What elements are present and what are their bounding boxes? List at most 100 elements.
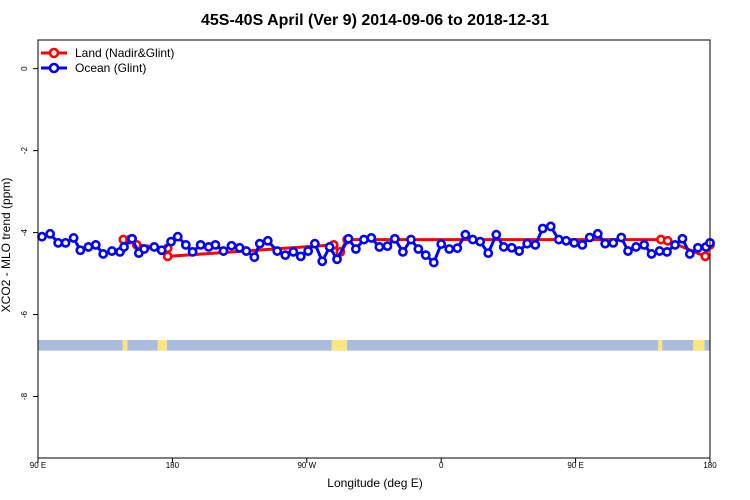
land-segment: [331, 339, 348, 351]
data-point: [592, 228, 603, 239]
data-point: [413, 244, 424, 254]
land-segment: [658, 339, 663, 351]
data-point: [241, 246, 252, 256]
data-point: [553, 234, 564, 245]
legend-item: Land (Nadir&Glint): [41, 46, 174, 60]
data-point: [166, 236, 176, 247]
x-tick-label: 0: [439, 461, 444, 470]
data-point: [684, 249, 695, 259]
data-point: [262, 235, 273, 246]
data-point: [280, 250, 291, 261]
data-point: [162, 251, 173, 262]
data-point: [45, 228, 55, 239]
data-point: [332, 254, 342, 265]
data-point: [98, 249, 109, 259]
y-tick-label: -2: [20, 147, 29, 155]
data-point: [350, 244, 361, 254]
data-point: [119, 242, 129, 252]
legend-label: Ocean (Glint): [75, 61, 146, 75]
data-point: [600, 238, 611, 249]
data-point: [288, 246, 299, 257]
data-point: [561, 235, 572, 246]
data-point: [60, 237, 71, 248]
data-point: [127, 233, 137, 244]
data-point: [646, 249, 657, 259]
data-point: [623, 246, 633, 256]
data-point: [662, 235, 673, 246]
data-point: [522, 238, 533, 249]
data-point: [382, 241, 393, 252]
data-point: [584, 232, 595, 243]
data-point: [428, 257, 439, 268]
data-point: [498, 242, 509, 252]
data-point: [187, 246, 198, 257]
data-point: [514, 246, 525, 256]
y-axis-label: XCO2 - MLO trend (ppm): [0, 178, 13, 313]
series-line: [41, 224, 712, 266]
data-point: [616, 232, 627, 243]
data-point: [107, 246, 117, 256]
data-point: [295, 251, 306, 262]
ocean-strip: [38, 339, 710, 351]
land-segment: [157, 339, 168, 351]
x-tick-label: 90 E: [567, 461, 583, 470]
data-point: [693, 242, 703, 253]
data-point: [506, 242, 517, 253]
data-point: [406, 234, 416, 245]
data-point: [37, 231, 47, 242]
data-point: [460, 229, 471, 240]
plot-frame: [37, 39, 711, 459]
data-point: [309, 238, 320, 249]
data-point: [483, 248, 494, 258]
data-point: [577, 240, 588, 250]
data-point: [389, 233, 400, 244]
data-point: [149, 242, 160, 252]
data-point: [366, 233, 377, 243]
data-point: [677, 233, 688, 244]
data-point: [272, 246, 283, 256]
data-point: [700, 251, 711, 262]
data-point: [254, 238, 265, 249]
data-point: [139, 244, 150, 254]
x-tick-label: 90 W: [297, 461, 316, 470]
data-point: [359, 234, 369, 245]
data-point: [608, 237, 619, 248]
data-point: [397, 246, 408, 257]
data-point: [444, 244, 455, 254]
data-point: [537, 223, 548, 234]
data-point: [180, 240, 191, 250]
data-point: [639, 240, 650, 250]
legend-label: Land (Nadir&Glint): [75, 46, 174, 60]
data-point: [545, 221, 556, 232]
data-point: [317, 256, 328, 267]
y-tick-label: -6: [20, 310, 29, 318]
legend-swatch-marker: [48, 62, 60, 74]
data-point: [452, 243, 463, 254]
data-point: [226, 240, 237, 251]
data-point: [569, 237, 580, 248]
data-point: [90, 240, 101, 250]
land-segment: [693, 339, 705, 351]
series-ocean: [37, 221, 715, 268]
x-tick-label: 180: [166, 461, 180, 470]
data-point: [210, 240, 221, 250]
data-point: [195, 240, 206, 250]
y-tick-label: -8: [20, 392, 29, 400]
data-point: [218, 246, 229, 256]
data-point: [249, 252, 260, 263]
data-point: [374, 242, 385, 252]
data-point: [475, 236, 486, 247]
legend: Land (Nadir&Glint)Ocean (Glint): [41, 46, 174, 75]
x-tick-label: 90 E: [30, 461, 46, 470]
data-point: [343, 233, 354, 244]
x-tick-label: 180: [703, 461, 717, 470]
data-point: [303, 246, 314, 256]
x-axis-label: Longitude (deg E): [327, 476, 422, 490]
y-tick-label: 0: [20, 66, 29, 71]
legend-swatch-marker: [48, 47, 60, 59]
data-point: [631, 242, 641, 252]
data-point: [530, 240, 541, 250]
data-point: [75, 245, 86, 256]
data-point: [662, 246, 672, 257]
